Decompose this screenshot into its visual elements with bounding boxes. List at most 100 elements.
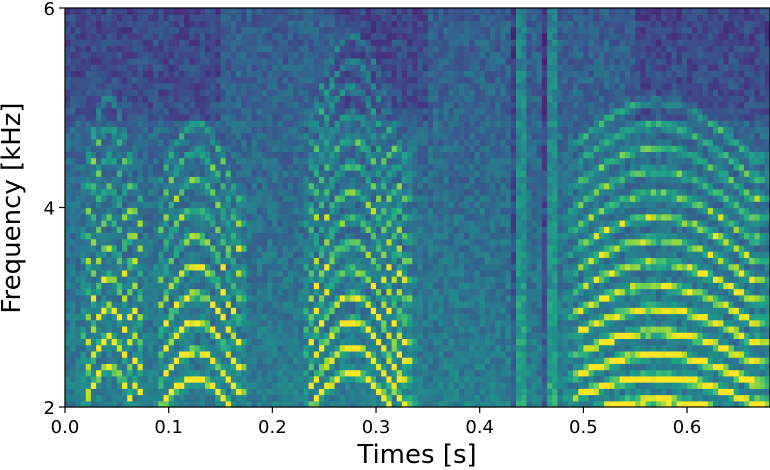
heatmap-cell (562, 357, 569, 364)
heatmap-cell (256, 288, 263, 296)
heatmap-cell (396, 238, 403, 246)
heatmap-cell (567, 182, 574, 190)
heatmap-cell (370, 394, 377, 402)
heatmap-cell (526, 301, 533, 308)
heatmap-cell (712, 369, 719, 377)
heatmap-cell (707, 282, 714, 290)
heatmap-cell (199, 244, 206, 252)
heatmap-cell (427, 307, 434, 315)
heatmap-cell (526, 238, 533, 246)
heatmap-cell (609, 382, 616, 389)
heatmap-cell (261, 226, 268, 234)
heatmap-cell (443, 301, 450, 308)
heatmap-cell (168, 213, 175, 221)
heatmap-cell (101, 238, 108, 246)
heatmap-cell (479, 332, 486, 340)
heatmap-cell (272, 325, 279, 333)
heatmap-cell (293, 357, 299, 364)
heatmap-cell (557, 319, 564, 327)
heatmap-cell (116, 226, 123, 234)
heatmap-cell (324, 226, 330, 234)
heatmap-cell (453, 344, 460, 352)
heatmap-cell (220, 276, 227, 283)
heatmap-cell (246, 350, 253, 358)
heatmap-cell (365, 201, 372, 209)
heatmap-cell (210, 382, 216, 389)
heatmap-cell (251, 219, 258, 227)
heatmap-cell (179, 244, 185, 252)
heatmap-cell (609, 363, 616, 371)
heatmap-cell (381, 226, 387, 234)
heatmap-cell (604, 201, 610, 209)
heatmap-cell (438, 394, 445, 402)
heatmap-cell (490, 251, 496, 258)
heatmap-cell (619, 288, 626, 296)
heatmap-cell (137, 388, 144, 396)
heatmap-cell (692, 201, 699, 209)
heatmap-cell (298, 276, 305, 283)
heatmap-cell (355, 188, 362, 196)
heatmap-cell (458, 251, 465, 258)
heatmap-cell (116, 382, 123, 389)
heatmap-cell (671, 394, 678, 402)
heatmap-cell (101, 213, 108, 221)
heatmap-cell (220, 257, 227, 265)
heatmap-cell (598, 400, 605, 408)
heatmap-cell (490, 288, 496, 296)
heatmap-cell (355, 238, 362, 246)
heatmap-cell (458, 201, 465, 209)
heatmap-cell (474, 350, 481, 358)
heatmap-cell (744, 251, 750, 258)
heatmap-cell (692, 344, 699, 352)
heatmap-cell (355, 219, 362, 227)
heatmap-cell (204, 238, 211, 246)
heatmap-cell (199, 257, 206, 265)
heatmap-cell (153, 338, 159, 346)
heatmap-cell (619, 313, 626, 321)
heatmap-cell (220, 288, 227, 296)
heatmap-cell (635, 207, 641, 215)
heatmap-cell (655, 363, 662, 371)
heatmap-cell (189, 182, 196, 190)
heatmap-cell (313, 288, 320, 296)
heatmap-cell (381, 251, 387, 258)
heatmap-cell (344, 213, 351, 221)
heatmap-cell (588, 213, 595, 221)
heatmap-cell (401, 344, 408, 352)
heatmap-cell (422, 213, 429, 221)
heatmap-cell (370, 182, 377, 190)
heatmap-cell (360, 400, 367, 408)
heatmap-cell (267, 226, 273, 234)
heatmap-cell (277, 276, 284, 283)
heatmap-cell (272, 182, 279, 190)
heatmap-cell (142, 244, 149, 252)
heatmap-cell (80, 201, 87, 209)
heatmap-cell (230, 251, 237, 258)
heatmap-cell (65, 394, 71, 402)
heatmap-cell (749, 382, 756, 389)
heatmap-cell (733, 382, 740, 389)
heatmap-cell (204, 382, 211, 389)
heatmap-cell (261, 394, 268, 402)
heatmap-cell (702, 188, 709, 196)
heatmap-cell (692, 182, 699, 190)
heatmap-cell (749, 188, 756, 196)
heatmap-cell (85, 369, 92, 377)
heatmap-cell (111, 213, 118, 221)
heatmap-cell (433, 251, 439, 258)
heatmap-cell (225, 394, 232, 402)
heatmap-cell (624, 400, 631, 408)
heatmap-cell (422, 276, 429, 283)
heatmap-cell (604, 288, 610, 296)
heatmap-cell (458, 282, 465, 290)
heatmap-cell (339, 375, 346, 383)
heatmap-cell (707, 400, 714, 408)
heatmap-cell (111, 313, 118, 321)
heatmap-cell (515, 307, 522, 315)
heatmap-cell (635, 238, 641, 246)
heatmap-cell (697, 375, 704, 383)
heatmap-cell (593, 182, 600, 190)
heatmap-cell (707, 257, 714, 265)
heatmap-cell (85, 357, 92, 364)
heatmap-cell (370, 213, 377, 221)
